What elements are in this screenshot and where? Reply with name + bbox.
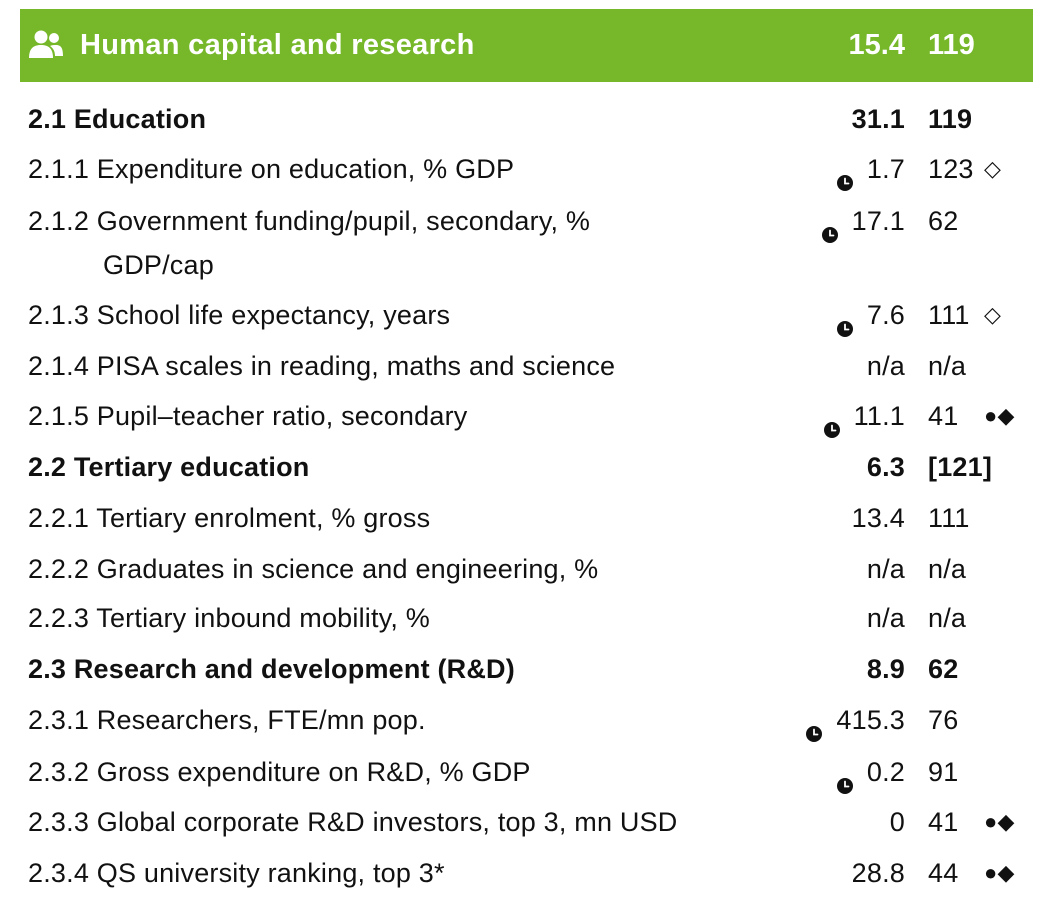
row-rank: 44 xyxy=(928,858,959,888)
strength-marker-icon: ●◆ xyxy=(984,860,1015,885)
row-label: 2.2.3 Tertiary inbound mobility, % xyxy=(28,603,431,633)
row-label: 2.3.4 QS university ranking, top 3* xyxy=(28,858,445,888)
row-label: 2.3.1 Researchers, FTE/mn pop. xyxy=(28,705,426,735)
row-score-cell: n/a xyxy=(867,596,905,640)
row-score: 31.1 xyxy=(851,104,905,134)
pillar-header: Human capital and research 15.4 119 xyxy=(20,9,1033,82)
strength-marker-icon: ●◆ xyxy=(984,809,1015,834)
row-score-cell: 0.2 xyxy=(836,750,905,794)
row-score: 415.3 xyxy=(836,705,905,735)
row-score-cell: n/a xyxy=(867,344,905,388)
row-score: 8.9 xyxy=(866,654,905,684)
row-score: n/a xyxy=(866,554,905,584)
row-score-cell: 1.7 xyxy=(836,147,905,191)
row-score-cell: 13.4 xyxy=(852,496,905,540)
strength-marker-icon: ●◆ xyxy=(984,403,1015,428)
row-rank: 123 xyxy=(928,154,974,184)
row-label-continuation: GDP/cap xyxy=(103,250,214,280)
row-rank: 119 xyxy=(928,104,973,134)
row-rank: n/a xyxy=(928,603,967,633)
row-label: 2.1 Education xyxy=(28,104,207,134)
clock-icon xyxy=(836,160,853,191)
weakness-diamond-icon: ◇ xyxy=(984,156,1002,181)
row-score: 7.6 xyxy=(866,300,905,330)
row-rank: 111 xyxy=(928,503,970,533)
row-score-cell: 11.1 xyxy=(823,394,905,438)
clock-icon xyxy=(821,212,838,243)
people-icon xyxy=(29,30,63,58)
row-score: n/a xyxy=(866,351,905,381)
row-label: 2.2 Tertiary education xyxy=(28,452,310,482)
clock-icon xyxy=(836,763,853,794)
row-score-cell: 31.1 xyxy=(852,97,905,141)
row-label: 2.1.5 Pupil–teacher ratio, secondary xyxy=(28,401,468,431)
clock-icon xyxy=(823,407,840,438)
weakness-diamond-icon: ◇ xyxy=(984,302,1002,327)
row-score: 6.3 xyxy=(866,452,905,482)
row-score-cell: 8.9 xyxy=(867,647,905,691)
row-rank: n/a xyxy=(928,554,967,584)
row-score-cell: 28.8 xyxy=(852,851,905,895)
row-label: 2.1.4 PISA scales in reading, maths and … xyxy=(28,351,616,381)
row-rank: 91 xyxy=(928,757,959,787)
row-score: 11.1 xyxy=(853,401,905,431)
row-label: 2.3.2 Gross expenditure on R&D, % GDP xyxy=(28,757,531,787)
row-score-cell: 7.6 xyxy=(836,293,905,337)
row-rank: n/a xyxy=(928,351,967,381)
row-label: 2.2.2 Graduates in science and engineeri… xyxy=(28,554,599,584)
row-score: 28.8 xyxy=(851,858,905,888)
row-label: 2.3.3 Global corporate R&D investors, to… xyxy=(28,807,678,837)
row-score: 0 xyxy=(889,807,905,837)
clock-icon xyxy=(836,306,853,337)
row-rank: 41 xyxy=(928,401,959,431)
row-rank: 62 xyxy=(928,206,959,236)
row-score-cell: 17.1 xyxy=(821,199,905,243)
pillar-title: Human capital and research xyxy=(80,29,475,61)
row-score: 0.2 xyxy=(866,757,905,787)
row-rank: [121] xyxy=(928,452,993,482)
row-score: 1.7 xyxy=(866,154,905,184)
row-score-cell: n/a xyxy=(867,547,905,591)
row-rank: 41 xyxy=(928,807,959,837)
row-label: 2.1.2 Government funding/pupil, secondar… xyxy=(28,206,591,236)
row-score: n/a xyxy=(866,603,905,633)
row-label: 2.2.1 Tertiary enrolment, % gross xyxy=(28,503,431,533)
row-score-cell: 6.3 xyxy=(867,445,905,489)
row-rank: 62 xyxy=(928,654,959,684)
row-rank: 76 xyxy=(928,705,959,735)
row-score: 17.1 xyxy=(851,206,905,236)
row-score: 13.4 xyxy=(851,503,905,533)
pillar-score: 15.4 xyxy=(848,29,905,61)
row-label: 2.1.3 School life expectancy, years xyxy=(28,300,451,330)
row-score-cell: 0 xyxy=(890,800,905,844)
row-label: 2.1.1 Expenditure on education, % GDP xyxy=(28,154,515,184)
clock-icon xyxy=(806,711,823,742)
row-score-cell: 415.3 xyxy=(806,698,905,742)
row-rank: 111 xyxy=(928,300,970,330)
pillar-rank: 119 xyxy=(928,29,975,61)
row-label: 2.3 Research and development (R&D) xyxy=(28,654,515,684)
